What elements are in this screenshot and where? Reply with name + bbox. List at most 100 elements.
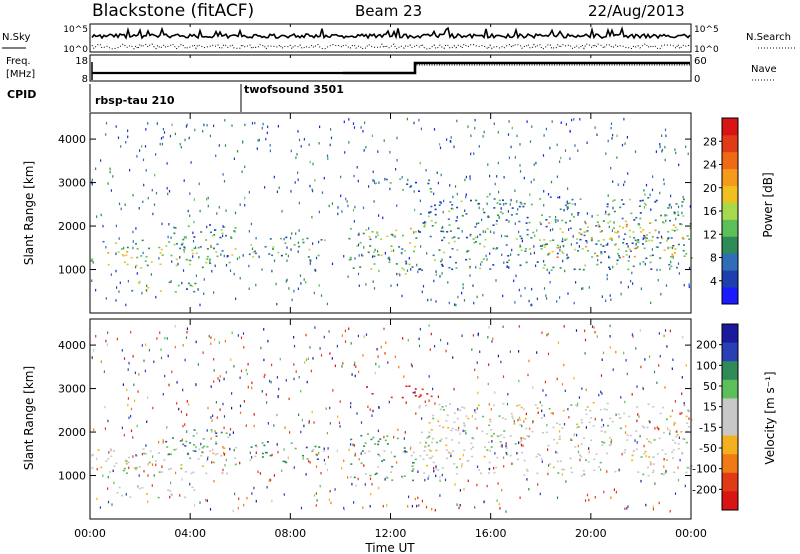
data-cell xyxy=(311,188,313,191)
data-cell xyxy=(305,446,308,449)
data-cell xyxy=(213,358,215,361)
data-cell xyxy=(166,426,168,429)
data-cell xyxy=(644,238,647,240)
data-cell xyxy=(255,283,257,287)
data-cell xyxy=(524,417,527,420)
data-cell xyxy=(645,454,647,458)
data-cell xyxy=(378,365,380,368)
data-cell xyxy=(503,176,505,179)
data-cell xyxy=(686,235,689,237)
data-cell xyxy=(559,248,561,252)
data-cell xyxy=(533,178,535,181)
data-cell xyxy=(151,484,153,487)
data-cell xyxy=(315,492,317,495)
data-cell xyxy=(539,401,541,404)
data-cell xyxy=(638,205,641,207)
data-cell xyxy=(432,417,435,420)
data-cell xyxy=(480,263,482,266)
data-cell xyxy=(576,423,579,426)
data-cell xyxy=(661,237,664,240)
data-cell xyxy=(338,421,341,425)
data-cell xyxy=(197,246,200,249)
data-cell xyxy=(659,257,662,259)
data-cell xyxy=(579,198,582,200)
data-cell xyxy=(378,181,380,184)
data-cell xyxy=(541,460,543,463)
colorbar-swatch xyxy=(722,219,738,237)
data-cell xyxy=(214,430,216,433)
data-cell xyxy=(293,336,295,339)
data-cell xyxy=(502,402,505,405)
data-cell xyxy=(670,255,672,258)
data-cell xyxy=(346,200,348,203)
data-cell xyxy=(146,420,148,423)
data-cell xyxy=(343,459,345,462)
data-cell xyxy=(153,203,156,206)
data-cell xyxy=(205,239,208,241)
data-cell xyxy=(248,287,250,290)
data-cell xyxy=(520,439,523,442)
data-cell xyxy=(593,458,596,461)
data-cell xyxy=(386,443,389,445)
data-cell xyxy=(384,177,386,181)
data-cell xyxy=(357,334,359,338)
data-cell xyxy=(390,245,393,247)
data-cell xyxy=(461,291,463,295)
data-cell xyxy=(404,431,406,434)
data-cell xyxy=(231,124,233,127)
x-tick-label: 16:00 xyxy=(475,527,507,540)
data-cell xyxy=(611,238,614,240)
data-cell xyxy=(412,462,415,464)
data-cell xyxy=(173,226,176,229)
data-cell xyxy=(367,405,369,409)
data-cell xyxy=(233,157,235,160)
data-cell xyxy=(221,250,224,252)
data-cell xyxy=(498,415,501,417)
data-cell xyxy=(546,333,548,337)
data-cell xyxy=(175,258,178,261)
data-cell xyxy=(136,256,139,259)
data-cell xyxy=(416,263,418,267)
data-cell xyxy=(418,118,420,122)
data-cell xyxy=(180,464,183,466)
data-cell xyxy=(91,279,93,282)
data-cell xyxy=(543,204,545,207)
velocity-y-label: Slant Range [km] xyxy=(22,366,36,470)
data-cell xyxy=(548,216,551,218)
data-cell xyxy=(182,388,184,392)
data-cell xyxy=(146,289,148,292)
data-cell xyxy=(265,451,268,454)
data-cell xyxy=(528,221,531,224)
data-cell xyxy=(399,178,402,180)
data-cell xyxy=(409,242,411,244)
data-cell xyxy=(434,213,437,216)
data-cell xyxy=(92,261,94,264)
nave-tick-bottom: 0 xyxy=(694,74,700,85)
data-cell xyxy=(440,230,443,233)
data-cell xyxy=(452,450,455,452)
data-cell xyxy=(110,455,113,458)
data-cell xyxy=(453,236,456,238)
data-cell xyxy=(545,394,547,397)
data-cell xyxy=(483,130,485,134)
data-cell xyxy=(610,122,613,125)
data-cell xyxy=(568,228,570,231)
data-cell xyxy=(126,388,128,392)
data-cell xyxy=(639,262,641,266)
data-cell xyxy=(548,222,551,224)
data-cell xyxy=(261,442,264,444)
data-cell xyxy=(602,220,605,222)
data-cell xyxy=(332,389,334,392)
data-cell xyxy=(231,331,233,334)
data-cell xyxy=(131,289,134,292)
data-cell xyxy=(425,169,427,172)
data-cell xyxy=(683,438,686,440)
data-cell xyxy=(102,224,104,228)
data-cell xyxy=(674,248,677,250)
data-cell xyxy=(672,439,675,441)
data-cell xyxy=(352,267,355,269)
data-cell xyxy=(305,358,308,361)
data-cell xyxy=(689,467,692,470)
data-cell xyxy=(525,412,527,416)
data-cell xyxy=(462,453,464,457)
